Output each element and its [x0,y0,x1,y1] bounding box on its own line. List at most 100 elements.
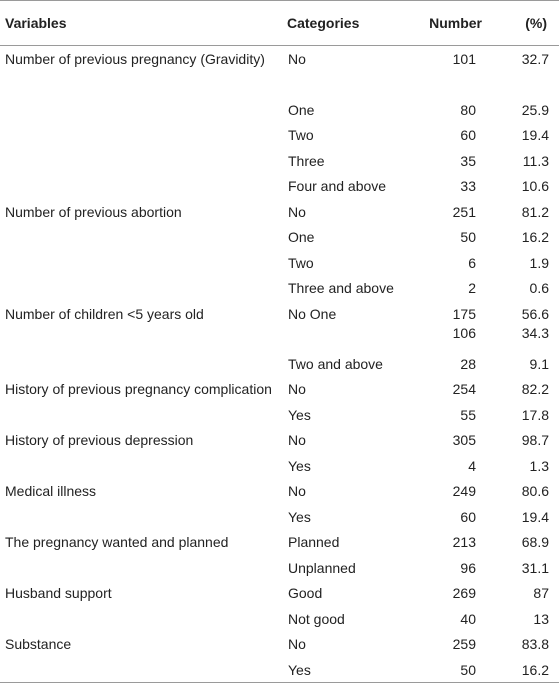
table-row: Three 35 11.3 [0,148,559,174]
percent-cell: 32.7 [521,51,549,67]
number-cell: 60 [460,127,476,143]
number-cell: 35 [460,152,476,169]
header-percent: (%) [494,0,559,46]
table-row: Yes 55 17.8 [0,402,559,428]
number-cell: 28 [460,355,476,372]
number-cell: 60 [460,508,476,525]
number-cell: 254 [452,381,476,397]
number-cell: 6 [468,254,476,271]
variable-cell: Medical illness [5,483,97,499]
table-row: Number of children <5 years old No One 1… [0,301,559,351]
variable-cell [0,606,282,632]
category-cell: Yes [288,406,311,423]
percent-value: 34.3 [521,324,549,341]
number-value: 106 [452,324,476,341]
number-cell: 33 [460,178,476,194]
category-cell: Yes [282,656,412,683]
variable-cell [0,173,282,199]
percent-cell: 13 [533,610,549,627]
percent-cell: 16.2 [494,656,559,683]
percent-cell: 10.6 [521,178,549,194]
category-cell: Three and above [288,280,394,296]
percent-cell: 16.2 [521,229,549,245]
table-row: Yes 4 1.3 [0,453,559,479]
percent-cell: 83.8 [521,636,549,652]
number-cell: 269 [452,585,476,601]
number-cell: 50 [460,229,476,245]
table-row: Husband support Good 269 87 [0,580,559,606]
number-cell: 251 [452,203,476,220]
number-cell: 175 106 [412,301,494,351]
percent-cell: 81.2 [521,203,549,220]
variable-cell: Husband support [5,585,112,601]
number-cell: 305 [452,432,476,448]
category-cell: One [288,101,315,118]
table-row: The pregnancy wanted and planned Planned… [0,529,559,555]
table-row: Two 60 19.4 [0,122,559,148]
percent-cell: 11.3 [522,152,549,169]
number-cell: 96 [460,559,476,576]
table-row: One 80 25.9 [0,97,559,123]
number-value: 175 [452,305,476,322]
number-cell: 80 [460,101,476,118]
category-cell: Yes [288,457,311,474]
number-cell: 4 [468,457,476,474]
percent-cell: 19.4 [521,127,549,143]
category-cell: Three [288,152,325,169]
variable-cell [0,275,282,301]
variable-cell [0,250,282,276]
category-cell: Four and above [288,178,387,194]
table-row: One 50 16.2 [0,224,559,250]
variable-cell: The pregnancy wanted and planned [5,534,229,550]
category-cell: No [288,636,306,652]
number-cell: 101 [452,51,476,67]
variable-cell: Number of previous pregnancy (Gravidity) [5,51,265,67]
percent-cell: 1.9 [529,254,549,271]
table-row: History of previous depression No 305 98… [0,427,559,453]
variable-cell [0,148,282,174]
number-cell: 2 [468,280,476,296]
table-row: Two and above 28 9.1 [0,351,559,377]
category-cell: No [288,51,306,67]
category-cell: No [288,203,306,220]
table-row: Substance No 259 83.8 [0,631,559,657]
table-row: Medical illness No 249 80.6 [0,478,559,504]
number-cell: 55 [460,406,476,423]
category-cell: Two and above [288,355,383,372]
variable-cell [0,122,282,148]
variable-cell: Substance [5,636,72,652]
category-cell: One [288,229,315,245]
table-row: History of previous pregnancy complicati… [0,376,559,402]
number-cell: 213 [452,534,476,550]
percent-cell: 31.1 [521,559,549,576]
header-number: Number [412,0,494,46]
percent-cell: 98.7 [521,432,549,448]
variable-cell: History of previous pregnancy complicati… [5,381,272,397]
table-row: Not good 40 13 [0,606,559,632]
table-row: Number of previous abortion No 251 81.2 [0,199,559,225]
table-row: Two 6 1.9 [0,250,559,276]
table-row: Unplanned 96 31.1 [0,555,559,581]
number-cell: 259 [452,636,476,652]
percent-value: 56.6 [521,305,549,322]
variable-cell: History of previous depression [5,432,194,448]
header-row: Variables Categories Number (%) [0,0,559,46]
percent-cell: 9.1 [529,355,549,372]
table-row: Yes 60 19.4 [0,504,559,530]
percent-cell: 17.8 [521,406,549,423]
percent-cell: 19.4 [521,508,549,525]
percent-cell: 87 [533,585,549,601]
header-categories: Categories [282,0,412,46]
category-cell: Two [288,127,314,143]
category-cell: No [288,483,306,499]
table-row: Number of previous pregnancy (Gravidity)… [0,46,559,72]
number-cell: 50 [412,656,494,683]
category-cell: No [288,381,306,397]
category-cell: Good [288,585,323,601]
variable-cell [0,351,282,377]
variable-cell [0,453,282,479]
category-cell: No [288,432,306,448]
percent-cell: 25.9 [521,101,549,118]
category-cell: Yes [288,508,311,525]
